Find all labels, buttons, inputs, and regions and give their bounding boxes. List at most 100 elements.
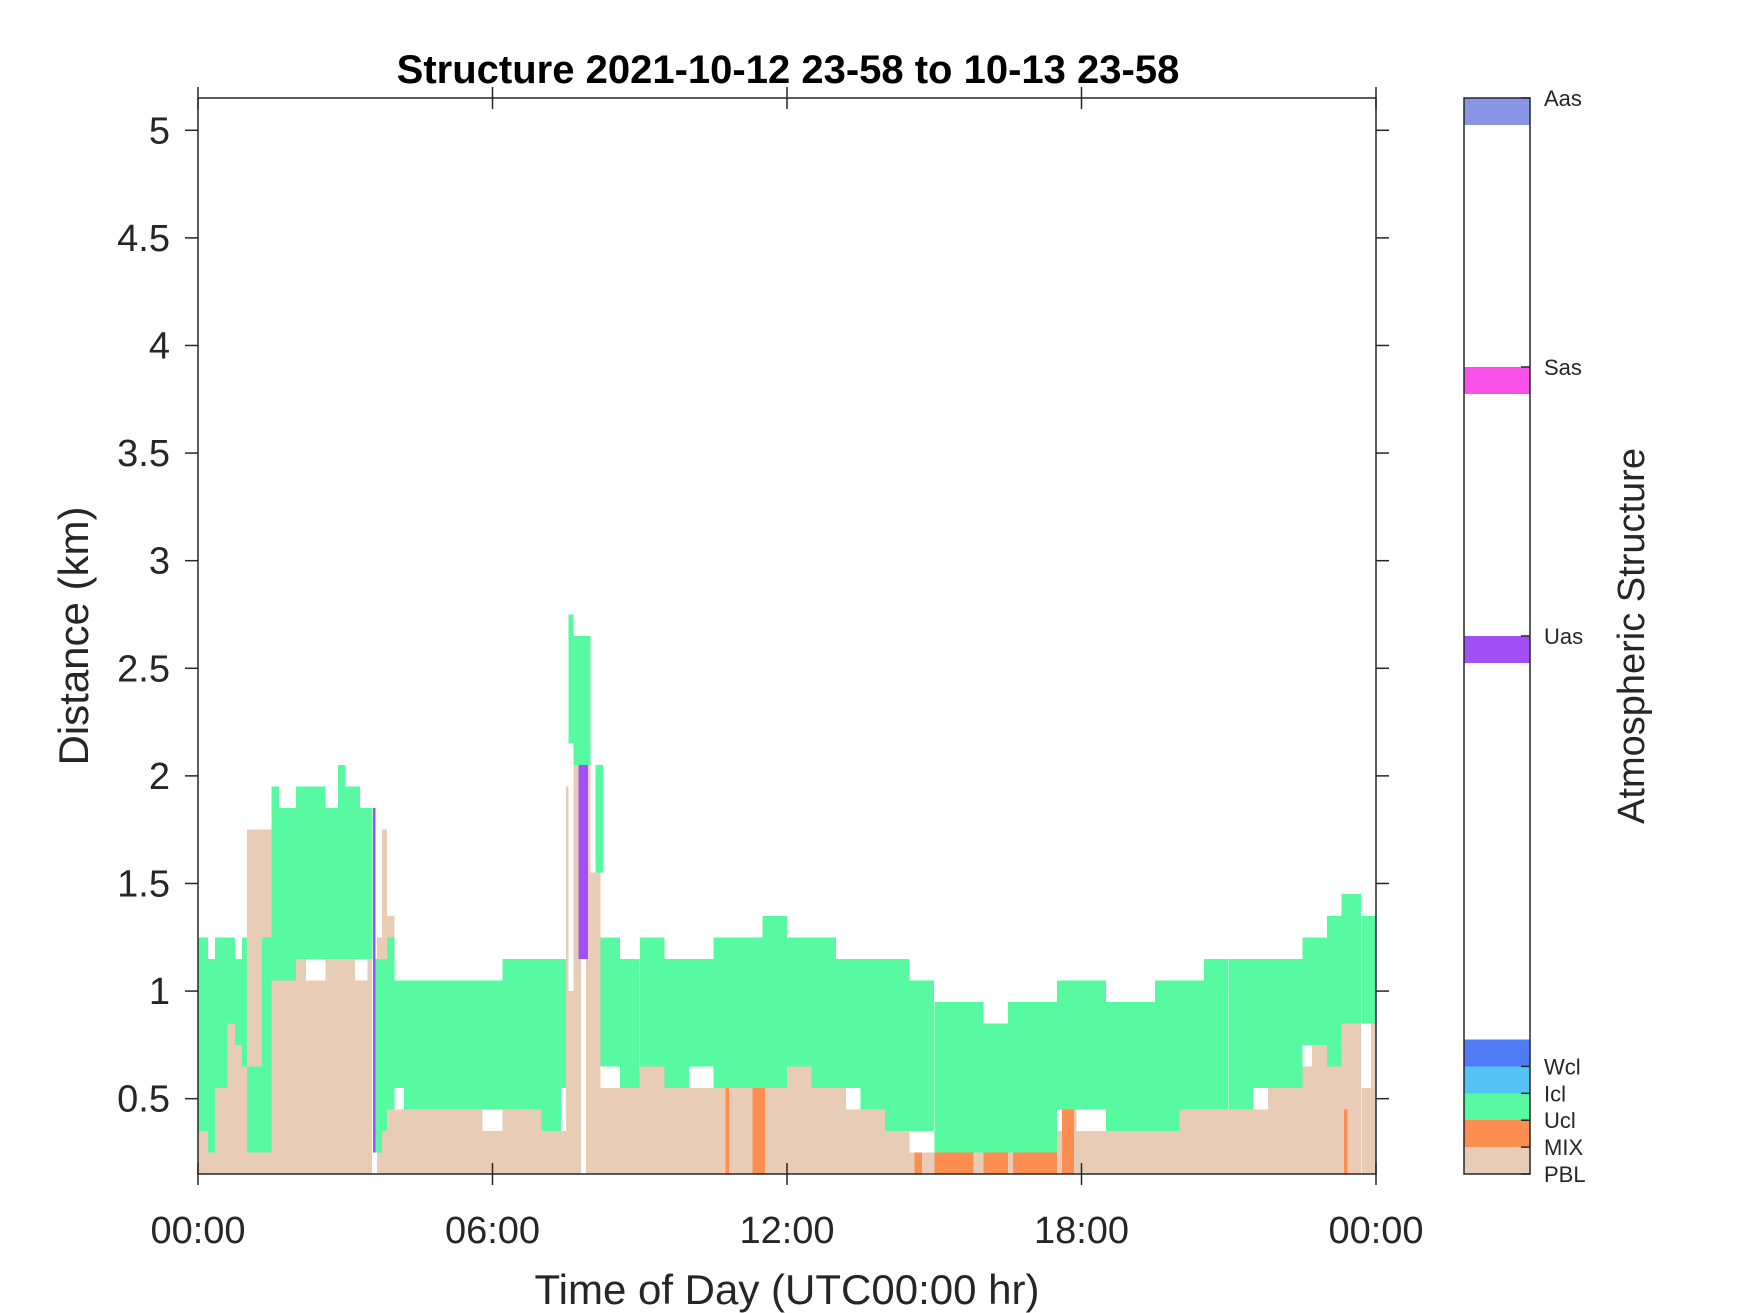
segment-pbl-20 — [418, 1109, 483, 1174]
segment-uas-0 — [373, 808, 376, 1153]
y-tick-label-3: 2 — [149, 756, 170, 798]
colorbar-swatch-icl — [1464, 1066, 1530, 1094]
segment-pbl-48 — [1218, 1109, 1268, 1174]
colorbar-label-pbl: PBL — [1544, 1162, 1586, 1187]
colorbar-swatch-wcl — [1464, 1039, 1530, 1067]
segment-ucl-16 — [375, 958, 383, 1153]
segment-ucl-61 — [1341, 894, 1362, 1024]
segment-ucl-12 — [325, 808, 338, 959]
data-layer — [198, 614, 1376, 1174]
y-tick-label-8: 4.5 — [117, 218, 170, 260]
segment-ucl-41 — [860, 958, 886, 1110]
segment-ucl-62 — [1361, 915, 1376, 1024]
segment-ucl-17 — [382, 958, 387, 1131]
x-axis-label: Time of Day (UTC00:00 hr) — [535, 1266, 1040, 1313]
colorbar-label-uas: Uas — [1544, 624, 1583, 649]
segment-pbl-3 — [222, 1066, 228, 1174]
segment-ucl-13 — [337, 765, 346, 959]
segment-ucl-1 — [207, 958, 216, 1153]
segment-pbl-13 — [325, 958, 355, 1174]
segment-ucl-35 — [713, 937, 738, 1088]
segment-pbl-9 — [271, 980, 279, 1174]
segment-ucl-23 — [541, 958, 562, 1131]
segment-ucl-33 — [664, 958, 689, 1088]
segment-ucl-44 — [934, 1001, 959, 1153]
y-tick-label-4: 2.5 — [117, 648, 170, 690]
segment-ucl-11 — [296, 786, 326, 959]
segment-pbl-5 — [234, 1044, 243, 1174]
segment-mix-5 — [983, 1152, 1008, 1174]
colorbar-swatch-ucl — [1464, 1093, 1530, 1121]
segment-pbl-51 — [1312, 1044, 1327, 1174]
segment-ucl-53 — [1155, 980, 1180, 1131]
segment-ucl-5 — [242, 937, 248, 1067]
colorbar-swatch-sas — [1464, 367, 1530, 394]
y-tick-label-1: 1 — [149, 971, 170, 1013]
colorbar-label-aas: Aas — [1544, 86, 1582, 111]
colorbar-swatch-pbl — [1464, 1147, 1530, 1174]
colorbar-swatch-uas — [1464, 636, 1530, 663]
colorbar-swatch-aas — [1464, 98, 1530, 125]
segment-pbl-49 — [1268, 1087, 1293, 1174]
segment-pbl-35 — [811, 1087, 846, 1174]
segment-ucl-59 — [1302, 937, 1327, 1045]
axes-layer: 00:00 06:00 12:00 18:00 00:00 0.5 1 1.5 2 2.5 3 3.5… — [117, 87, 1424, 1252]
segment-pbl-26 — [573, 765, 581, 1174]
colorbar-swatch-mix — [1464, 1120, 1530, 1148]
segment-ucl-27 — [573, 636, 579, 744]
segment-ucl-51 — [1106, 1001, 1131, 1131]
segment-ucl-20 — [404, 980, 419, 1110]
segment-ucl-47 — [1007, 1001, 1033, 1153]
segment-ucl-18 — [387, 937, 395, 1110]
colorbar-label-ucl: Ucl — [1544, 1108, 1576, 1133]
segment-mix-8 — [1344, 1109, 1348, 1174]
segment-ucl-52 — [1130, 1001, 1156, 1131]
segment-ucl-40 — [836, 958, 861, 1088]
segment-ucl-57 — [1253, 958, 1278, 1088]
colorbar-label-wcl: Wcl — [1544, 1054, 1581, 1079]
segment-ucl-3 — [227, 937, 235, 1024]
segment-ucl-32 — [639, 937, 665, 1067]
x-tick-label-0: 00:00 — [150, 1210, 245, 1252]
colorbar-label-icl: Icl — [1544, 1081, 1566, 1106]
colorbar-label-sas: Sas — [1544, 355, 1582, 380]
segment-pbl-19 — [394, 1109, 419, 1174]
segment-ucl-31 — [620, 958, 640, 1088]
y-tick-label-5: 3 — [149, 541, 170, 583]
segment-ucl-49 — [1057, 980, 1082, 1110]
x-tick-label-4: 00:00 — [1328, 1210, 1423, 1252]
segment-mix-7 — [1061, 1109, 1075, 1174]
segment-mix-4 — [963, 1131, 974, 1174]
segment-ucl-34 — [688, 958, 714, 1067]
colorbar-label-mix: MIX — [1544, 1135, 1583, 1160]
y-tick-label-0: 0.5 — [117, 1079, 170, 1121]
segment-pbl-52 — [1326, 1066, 1342, 1174]
segment-ucl-8 — [261, 937, 272, 1153]
segment-ucl-9 — [271, 786, 279, 981]
x-tick-label-1: 06:00 — [445, 1210, 540, 1252]
segment-pbl-28 — [590, 872, 601, 1174]
segment-ucl-60 — [1326, 915, 1342, 1067]
segment-ucl-30 — [600, 937, 621, 1067]
y-tick-label-9: 5 — [149, 110, 170, 152]
segment-mix-0 — [725, 1087, 729, 1174]
segment-ucl-55 — [1204, 958, 1229, 1110]
segment-pbl-6 — [242, 1066, 248, 1174]
segment-pbl-1 — [207, 1152, 216, 1174]
segment-ucl-37 — [762, 915, 787, 1088]
colorbar-title: Atmospheric Structure — [1611, 448, 1653, 824]
segment-ucl-29 — [595, 765, 603, 873]
segment-ucl-48 — [1032, 1001, 1057, 1153]
segment-mix-3 — [934, 1152, 964, 1174]
segment-ucl-14 — [345, 786, 360, 959]
segment-pbl-22 — [502, 1109, 542, 1174]
segment-ucl-50 — [1081, 980, 1106, 1110]
segment-pbl-0 — [198, 1131, 208, 1174]
x-tick-label-2: 12:00 — [739, 1210, 834, 1252]
segment-ucl-39 — [811, 937, 836, 1088]
x-tick-label-3: 18:00 — [1034, 1210, 1129, 1252]
segment-pbl-55 — [1371, 1023, 1376, 1174]
segment-pbl-25 — [568, 991, 574, 1174]
segment-pbl-12 — [306, 980, 326, 1174]
